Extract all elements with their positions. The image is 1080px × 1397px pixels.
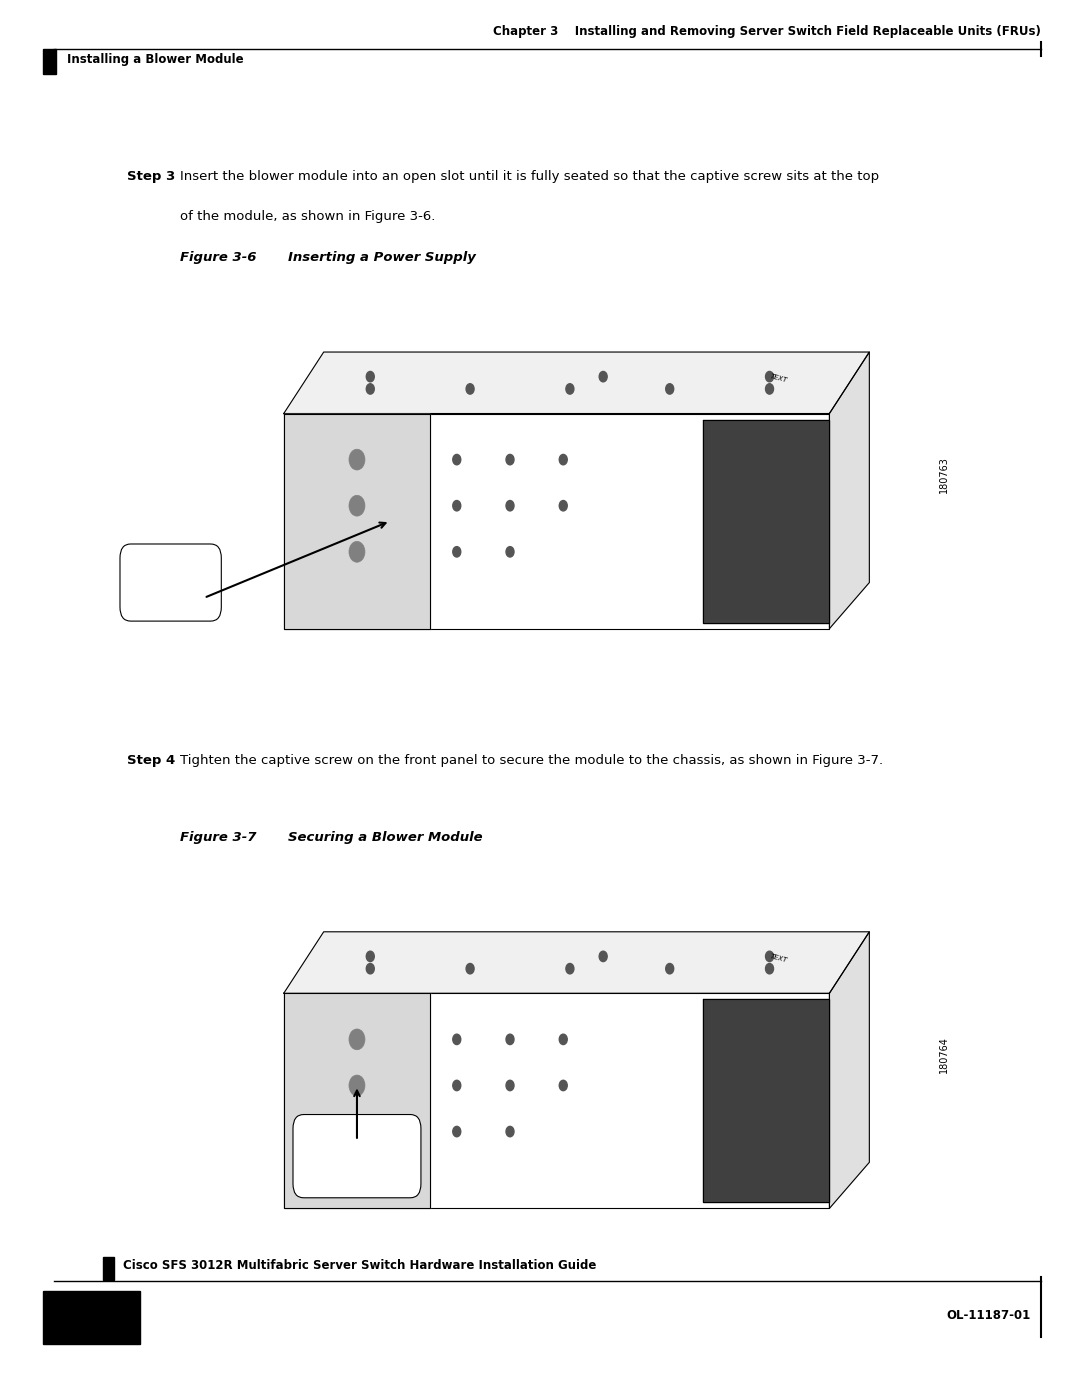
Polygon shape — [284, 932, 869, 993]
Text: Figure 3-6: Figure 3-6 — [180, 251, 257, 264]
Circle shape — [507, 454, 514, 465]
Text: Figure 3-7: Figure 3-7 — [180, 831, 257, 844]
Circle shape — [349, 1122, 365, 1141]
Circle shape — [453, 1080, 461, 1091]
Polygon shape — [829, 352, 869, 629]
Circle shape — [467, 964, 474, 974]
Polygon shape — [284, 414, 829, 629]
Circle shape — [366, 951, 375, 961]
Circle shape — [766, 964, 773, 974]
Circle shape — [349, 1030, 365, 1049]
Circle shape — [453, 1126, 461, 1137]
Circle shape — [453, 546, 461, 557]
Text: Inserting a Power Supply: Inserting a Power Supply — [287, 251, 475, 264]
Circle shape — [766, 951, 773, 961]
Circle shape — [766, 384, 773, 394]
Circle shape — [507, 1034, 514, 1045]
Text: 180764: 180764 — [940, 1037, 949, 1073]
Circle shape — [349, 496, 365, 515]
Polygon shape — [284, 993, 829, 1208]
Bar — [43, 49, 56, 74]
Circle shape — [559, 1034, 567, 1045]
Circle shape — [559, 454, 567, 465]
Text: Securing a Blower Module: Securing a Blower Module — [287, 831, 483, 844]
Circle shape — [566, 384, 573, 394]
Circle shape — [599, 951, 607, 961]
Text: Chapter 3    Installing and Removing Server Switch Field Replaceable Units (FRUs: Chapter 3 Installing and Removing Server… — [494, 25, 1041, 38]
Circle shape — [665, 384, 674, 394]
Polygon shape — [829, 932, 869, 1208]
Circle shape — [507, 1126, 514, 1137]
Text: Step 3: Step 3 — [126, 170, 175, 183]
Circle shape — [453, 1034, 461, 1045]
Polygon shape — [284, 414, 430, 629]
Circle shape — [349, 450, 365, 469]
Text: Step 4: Step 4 — [126, 754, 175, 767]
Circle shape — [559, 500, 567, 511]
Text: TEXT: TEXT — [770, 373, 788, 384]
Circle shape — [665, 964, 674, 974]
Text: TEXT: TEXT — [770, 953, 788, 964]
Polygon shape — [284, 993, 430, 1208]
Circle shape — [467, 384, 474, 394]
Text: OL-11187-01: OL-11187-01 — [946, 1309, 1030, 1323]
Polygon shape — [703, 999, 829, 1203]
Bar — [43, 1291, 139, 1344]
Circle shape — [366, 384, 375, 394]
Circle shape — [453, 500, 461, 511]
Circle shape — [559, 1080, 567, 1091]
FancyBboxPatch shape — [293, 1115, 421, 1197]
Circle shape — [366, 964, 375, 974]
Circle shape — [453, 454, 461, 465]
Circle shape — [766, 372, 773, 381]
FancyBboxPatch shape — [120, 543, 221, 622]
Text: of the module, as shown in Figure 3-6.: of the module, as shown in Figure 3-6. — [180, 210, 435, 222]
Circle shape — [507, 500, 514, 511]
Circle shape — [349, 1076, 365, 1095]
Circle shape — [349, 542, 365, 562]
Bar — [103, 1257, 113, 1280]
Text: Tighten the captive screw on the front panel to secure the module to the chassis: Tighten the captive screw on the front p… — [180, 754, 883, 767]
Circle shape — [507, 546, 514, 557]
Text: 180763: 180763 — [940, 457, 949, 493]
Polygon shape — [703, 419, 829, 623]
Circle shape — [599, 372, 607, 381]
Text: Insert the blower module into an open slot until it is fully seated so that the : Insert the blower module into an open sl… — [180, 170, 879, 183]
Text: Cisco SFS 3012R Multifabric Server Switch Hardware Installation Guide: Cisco SFS 3012R Multifabric Server Switc… — [123, 1259, 597, 1271]
Text: Installing a Blower Module: Installing a Blower Module — [67, 53, 243, 66]
Text: 3-10: 3-10 — [72, 1309, 110, 1323]
Circle shape — [507, 1080, 514, 1091]
Polygon shape — [284, 352, 869, 414]
Circle shape — [366, 372, 375, 381]
Circle shape — [566, 964, 573, 974]
